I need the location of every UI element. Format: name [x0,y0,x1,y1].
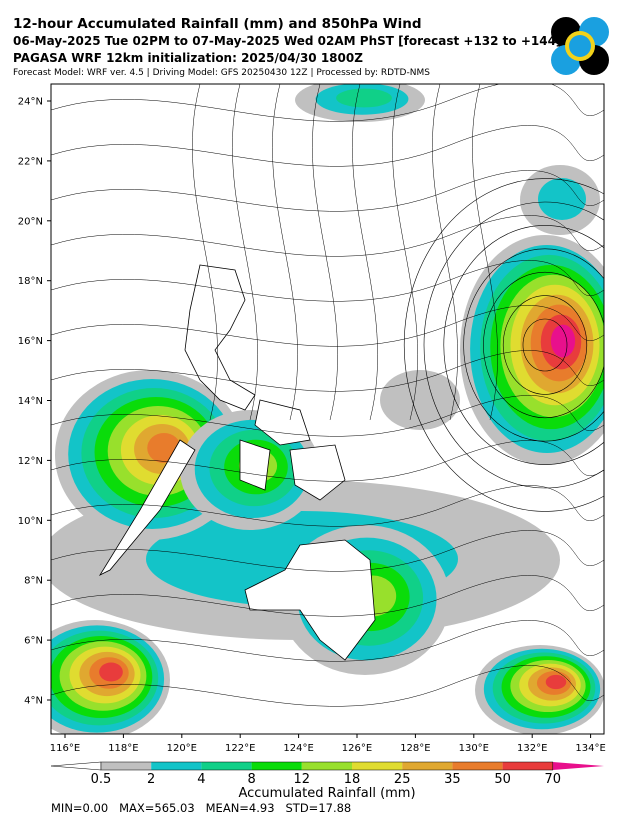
lon-label: 130°E [459,743,489,754]
streamline [522,318,568,372]
colorbar-segment [201,762,252,770]
streamline [403,178,604,512]
colorbar-segment [352,762,403,770]
colorbar-label: 2 [147,772,155,787]
lat-label: 14°N [18,396,43,407]
colorbar-segment [552,762,604,770]
streamline [51,125,604,167]
landmass [98,439,196,576]
lon-label: 116°E [50,743,80,754]
rain-area [550,324,576,358]
lon-label: 126°E [342,743,372,754]
streamline [463,248,604,442]
lon-label: 122°E [225,743,255,754]
model-info: Forecast Model: WRF ver. 4.5 | Driving M… [13,68,430,78]
landmass [254,399,311,446]
lon-label: 118°E [108,743,138,754]
stats: MIN=0.00 MAX=565.03 MEAN=4.93 STD=17.88 [51,801,351,815]
colorbar-label: 12 [294,772,311,787]
lat-label: 20°N [18,216,43,227]
streamline [51,170,604,212]
lat-label: 24°N [18,97,43,108]
lat-label: 4°N [24,696,43,707]
streamline [483,271,604,419]
colorbar-segment [301,762,352,770]
streamline [232,84,258,421]
colorbar-segment [502,762,553,770]
rain-area [99,662,123,682]
colorbar-segment [402,762,453,770]
lon-label: 124°E [283,743,313,754]
colorbar-label: 18 [344,772,361,787]
streamline [51,215,604,257]
streamline [352,84,378,421]
colorbar-label: 4 [197,772,205,787]
streamline [272,84,298,421]
colorbar-label: 0.5 [91,772,112,787]
rain-area [336,88,392,108]
streamline [443,225,604,465]
colorbar-title: Accumulated Rainfall (mm) [238,786,415,801]
lat-label: 16°N [18,336,43,347]
colorbar-segment [101,762,152,770]
lat-label: 6°N [24,636,43,647]
lat-label: 10°N [18,516,43,527]
lon-label: 120°E [167,743,197,754]
lat-label: 22°N [18,156,43,167]
colorbar-label: 25 [394,772,411,787]
streamline [51,485,604,527]
colorbar-label: 35 [444,772,461,787]
map [51,84,604,734]
colorbar-label: 50 [494,772,511,787]
colorbar-segment [251,762,302,770]
streamline [51,440,604,482]
streamline [472,84,498,421]
streamline [423,201,604,489]
streamline [51,395,604,437]
rain-area [545,674,567,690]
streamline [392,84,418,421]
streamline [432,84,458,421]
streamline [51,260,604,302]
streamline [312,84,338,421]
lon-label: 134°E [575,743,605,754]
streamline [51,84,604,122]
streamline [51,305,604,347]
streamline [502,295,588,395]
colorbar-label: 70 [545,772,562,787]
colorbar-segment [452,762,503,770]
streamline [51,350,604,392]
colorbar-segment [50,761,102,771]
streamline [51,665,604,707]
streamline [51,530,604,572]
lon-label: 128°E [400,743,430,754]
title: 12-hour Accumulated Rainfall (mm) and 85… [13,16,422,32]
rain-area [538,178,586,220]
logo [551,17,609,75]
streamline [51,620,604,662]
colorbar-outline [100,761,554,771]
initialization: PAGASA WRF 12km initialization: 2025/04/… [13,51,363,65]
map-frame [50,83,605,735]
subtitle: 06-May-2025 Tue 02PM to 07-May-2025 Wed … [13,34,561,48]
streamline [192,84,218,421]
landmass [244,539,376,661]
colorbar-segment [151,762,202,770]
colorbar: 0.5 2 4 8 12 18 25 35 50 70 Accumulated Rainfall (… [50,761,604,801]
lat-label: 8°N [24,576,43,587]
lat-label: 12°N [18,456,43,467]
streamline [51,575,604,617]
landmass [239,439,271,491]
colorbar-label: 8 [247,772,255,787]
lon-label: 132°E [517,743,547,754]
lat-label: 18°N [18,276,43,287]
